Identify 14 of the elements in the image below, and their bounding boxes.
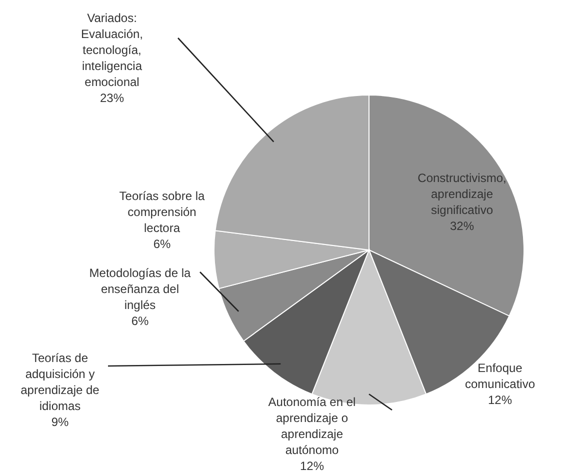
slice-label: Teorías de adquisición y aprendizaje de idiomas (20, 351, 100, 413)
data-label: 6% (153, 237, 171, 251)
slice-label: Constructivismo, aprendizaje significativo (418, 171, 506, 217)
slice-label: Variados: Evaluación, tecnología, inteligencia emocional (80, 11, 144, 89)
data-label: 12% (488, 393, 512, 407)
data-label: 32% (450, 219, 474, 233)
data-label: 9% (51, 415, 69, 429)
data-label: 6% (131, 314, 149, 328)
data-label: 23% (100, 91, 124, 105)
data-label: 12% (300, 459, 324, 472)
slice-label: Autonomía en el aprendizaje o aprendizaje autónomo (268, 395, 356, 457)
slice-label: Teorías sobre la comprensión lectora (119, 189, 206, 235)
slice-label: Enfoque comunicativo (464, 361, 536, 391)
slice-label: Metodologías de la enseñanza del inglés (89, 266, 192, 312)
